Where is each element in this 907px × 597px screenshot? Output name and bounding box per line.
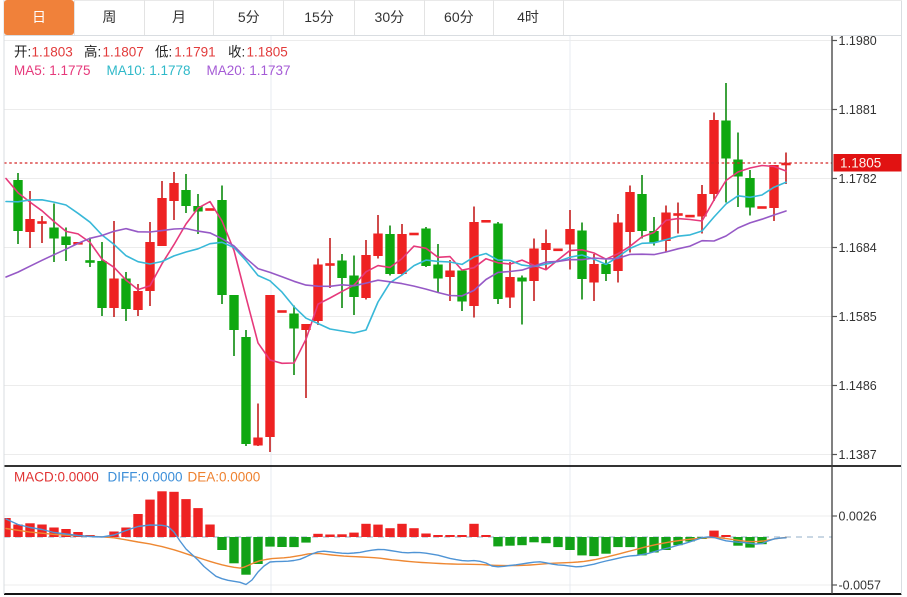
svg-text:低:: 低: bbox=[155, 45, 172, 60]
svg-text:1.1807: 1.1807 bbox=[103, 45, 144, 60]
svg-text:1.1782: 1.1782 bbox=[839, 172, 877, 186]
svg-text:-0.0057: -0.0057 bbox=[839, 579, 881, 593]
svg-text:MA5: 1.1775: MA5: 1.1775 bbox=[14, 63, 91, 78]
svg-text:MACD:0.0000: MACD:0.0000 bbox=[14, 470, 99, 485]
svg-text:1.1805: 1.1805 bbox=[247, 45, 288, 60]
svg-text:收:: 收: bbox=[228, 45, 245, 60]
svg-text:开:: 开: bbox=[14, 45, 31, 60]
svg-text:DEA:0.0000: DEA:0.0000 bbox=[188, 470, 261, 485]
svg-text:高:: 高: bbox=[84, 44, 101, 60]
svg-text:MA20: 1.1737: MA20: 1.1737 bbox=[207, 63, 291, 78]
svg-text:1.1791: 1.1791 bbox=[174, 45, 215, 60]
svg-text:1.1805: 1.1805 bbox=[840, 156, 881, 171]
svg-text:1.1684: 1.1684 bbox=[839, 241, 877, 255]
svg-text:DIFF:0.0000: DIFF:0.0000 bbox=[108, 470, 183, 485]
svg-text:1.1803: 1.1803 bbox=[32, 45, 73, 60]
svg-text:1.1980: 1.1980 bbox=[839, 34, 877, 48]
svg-text:1.1387: 1.1387 bbox=[839, 448, 877, 462]
svg-text:1.1585: 1.1585 bbox=[839, 310, 877, 324]
svg-text:1.1486: 1.1486 bbox=[839, 379, 877, 393]
svg-text:1.1881: 1.1881 bbox=[839, 103, 877, 117]
svg-text:0.0026: 0.0026 bbox=[839, 510, 877, 524]
svg-text:MA10: 1.1778: MA10: 1.1778 bbox=[107, 63, 191, 78]
